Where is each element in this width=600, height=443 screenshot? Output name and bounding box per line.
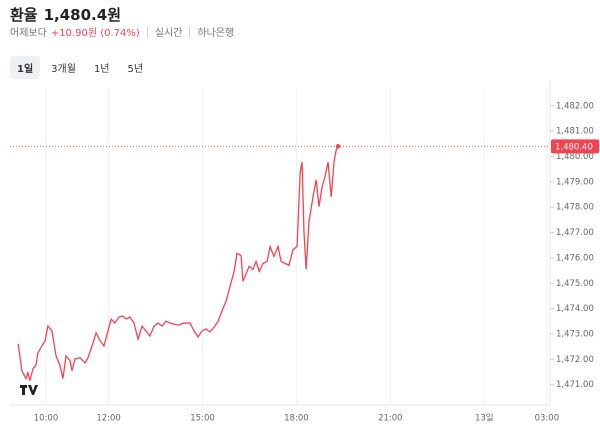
y-tick-label: 1,474.00 — [556, 304, 594, 314]
separator — [189, 26, 191, 37]
x-tick-label: 12:00 — [96, 414, 121, 424]
mode: 실시간 — [154, 28, 183, 39]
x-tick-label: 03:00 — [535, 414, 560, 424]
x-tick-label: 13일 — [475, 414, 494, 424]
tab[interactable]: 1년 — [93, 64, 110, 75]
source: 하나은행 — [197, 28, 235, 39]
y-tick-label: 1,482.00 — [556, 101, 594, 111]
x-tick-label: 21:00 — [378, 414, 403, 424]
y-tick-label: 1,472.00 — [556, 355, 594, 365]
y-tick-label: 1,475.00 — [556, 279, 594, 289]
tab[interactable]: 1일 — [10, 56, 41, 79]
x-tick-label: 15:00 — [190, 414, 215, 424]
y-tick-label: 1,476.00 — [556, 253, 594, 263]
y-tick-label: 1,481.00 — [556, 127, 594, 137]
x-tick-label: 18:00 — [284, 414, 309, 424]
change: +10.90원 (0.74%) — [50, 28, 140, 39]
y-tick-label: 1,479.00 — [556, 177, 594, 187]
x-tick-label: 10:00 — [34, 414, 59, 424]
y-tick-label: 1,477.00 — [556, 228, 594, 238]
y-tick-label: 1,480.00 — [556, 152, 594, 162]
last-point — [335, 144, 341, 149]
y-tick-label: 1,471.00 — [556, 380, 594, 390]
change-label: 어제보다 — [10, 28, 47, 39]
title: 환율 — [10, 6, 38, 24]
tab[interactable]: 5년 — [127, 64, 144, 75]
tabs: 1일 3개월 1년 5년 — [10, 56, 154, 79]
current-price-label: 1,480.40 — [555, 142, 593, 152]
subheader: 어제보다 +10.90원 (0.74%) 실시간 하나은행 — [10, 24, 234, 39]
y-tick-label: 1,473.00 — [556, 329, 594, 339]
tab[interactable]: 3개월 — [51, 64, 76, 75]
current-price-box — [551, 139, 599, 154]
price: 1,480.4원 — [43, 6, 121, 24]
header: 환율 1,480.4원 — [10, 4, 127, 25]
separator — [146, 26, 148, 37]
y-tick-label: 1,478.00 — [556, 203, 594, 213]
tv-logo — [20, 385, 38, 395]
price-line-series — [17, 146, 339, 381]
